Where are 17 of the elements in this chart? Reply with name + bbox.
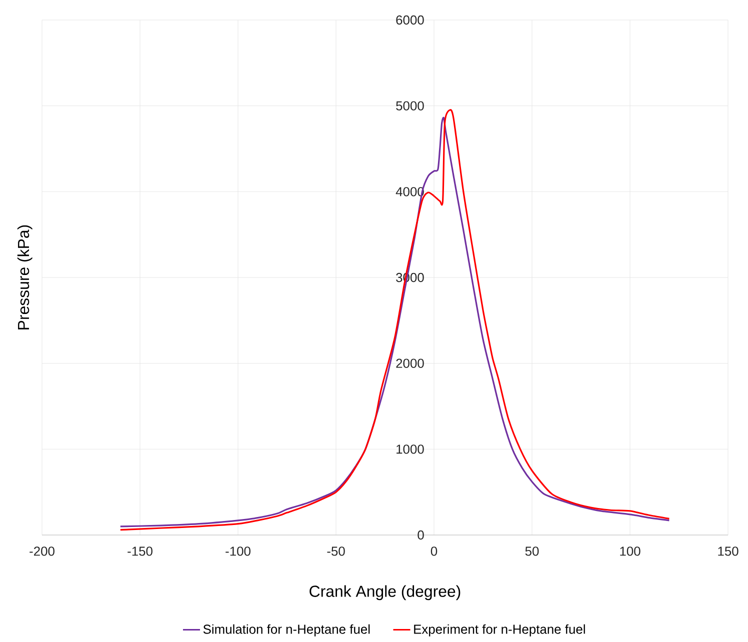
y-tick-label: 1000 bbox=[396, 444, 424, 454]
y-tick-label: 2000 bbox=[396, 358, 424, 368]
x-tick-label: -50 bbox=[327, 546, 345, 556]
legend-label: Simulation for n-Heptane fuel bbox=[203, 624, 370, 636]
y-tick-label: 0 bbox=[418, 530, 424, 540]
x-tick-label: -100 bbox=[226, 546, 250, 556]
y-tick-label: 5000 bbox=[396, 101, 424, 110]
x-axis-title: Crank Angle (degree) bbox=[310, 585, 460, 600]
y-tick-label: 6000 bbox=[396, 15, 424, 25]
x-tick-label: 50 bbox=[525, 546, 539, 556]
x-tick-label: 150 bbox=[718, 546, 738, 556]
x-tick-label: -200 bbox=[30, 546, 54, 556]
x-tick-label: 100 bbox=[620, 546, 640, 556]
y-axis-title: Pressure (kPa) bbox=[17, 225, 32, 330]
x-tick-label: -150 bbox=[128, 546, 152, 556]
x-tick-label: 0 bbox=[430, 546, 438, 556]
legend-label: Experiment for n-Heptane fuel bbox=[414, 624, 585, 636]
